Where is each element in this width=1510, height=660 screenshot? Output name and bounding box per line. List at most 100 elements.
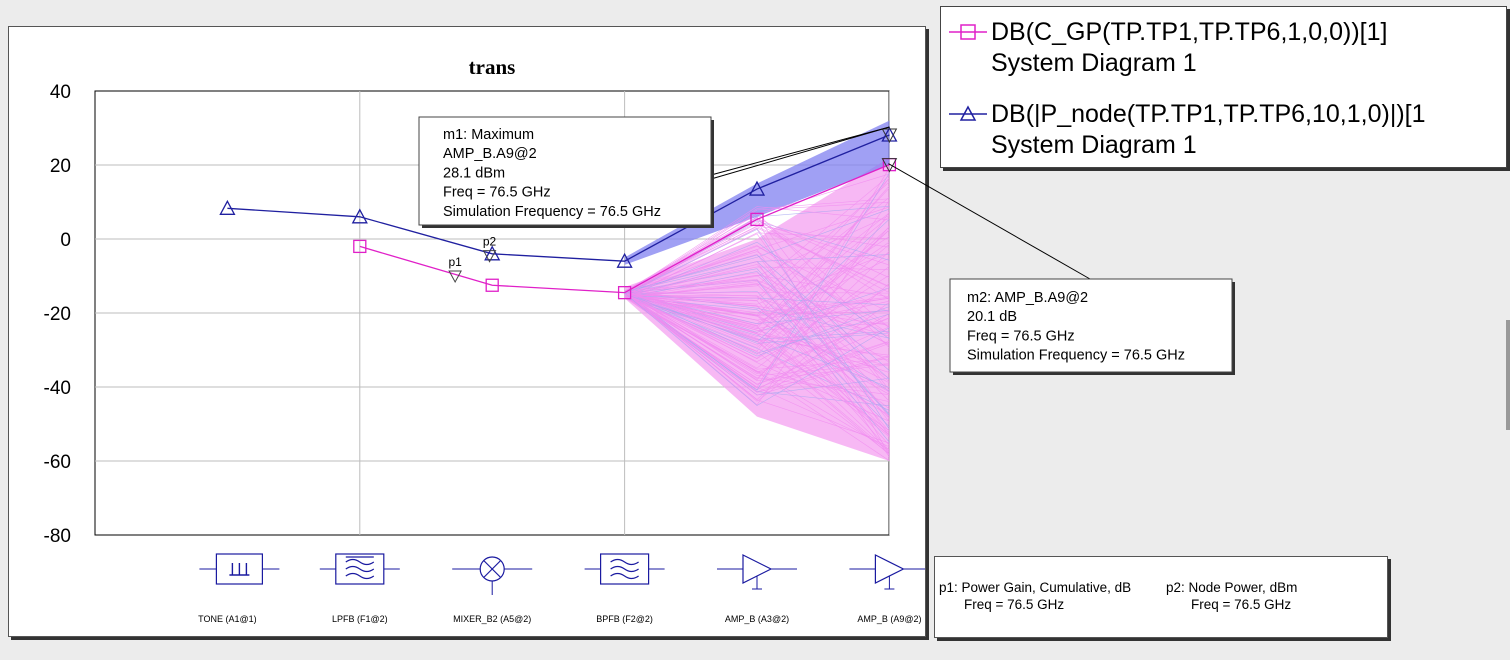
- y-tick-label: -60: [44, 452, 71, 473]
- spread-trace: [624, 218, 890, 343]
- lowpass-filter-icon: [319, 553, 400, 585]
- icon-wave: [345, 572, 375, 580]
- legend-label: DB(|P_node(TP.TP1,TP.TP6,10,1,0)|)[1: [991, 100, 1426, 128]
- spread-trace: [624, 287, 890, 363]
- spread-trace: [624, 215, 890, 299]
- annotation-line: AMP_B.A9@2: [443, 146, 537, 162]
- spread-trace: [624, 295, 890, 453]
- spread-trace: [624, 290, 890, 354]
- y-tick-label: -80: [44, 526, 71, 547]
- spread-trace: [624, 250, 890, 380]
- chart-panel: 40 20 0 -20 -40 -60 -80 trans p1 p2 TONE (A1@1) LPF…: [8, 26, 926, 637]
- marker-note-p1: p1: Power Gain, Cumulative, dB Freq = 76…: [939, 579, 1131, 613]
- data-point-square: [617, 285, 632, 300]
- spread-trace: [624, 292, 890, 406]
- amplifier-icon: [717, 554, 797, 590]
- data-point-triangle: [616, 252, 633, 268]
- spread-trace: [624, 241, 890, 334]
- spread-trace: [624, 181, 890, 299]
- spread-trace: [624, 245, 890, 313]
- spread-trace: [624, 261, 890, 458]
- marker-p1: [448, 270, 462, 284]
- icon-wave: [610, 572, 639, 580]
- marker-label-p1: p1: [448, 255, 462, 269]
- spread-trace: [624, 291, 890, 376]
- spread-trace: [624, 249, 890, 437]
- y-tick-label: -40: [44, 378, 71, 399]
- annotation-shadow: [953, 282, 1235, 375]
- marker-m1-target: [881, 128, 898, 144]
- data-point-square: [750, 212, 764, 227]
- y-tick-label: 20: [50, 156, 71, 177]
- marker-label-p2: p2: [483, 235, 497, 249]
- spread-trace: [624, 223, 890, 295]
- spread-trace: [624, 211, 890, 406]
- marker-note-p2: p2: Node Power, dBm Freq = 76.5 GHz: [1166, 579, 1297, 613]
- spread-trace: [624, 295, 890, 373]
- spread-trace: [624, 294, 890, 416]
- spread-trace: [624, 279, 890, 432]
- series-line: [227, 134, 890, 262]
- tone-source-icon: [199, 553, 280, 585]
- x-tick-label: AMP_B (A9@2): [857, 614, 921, 624]
- spread-trace: [624, 264, 890, 402]
- legend-label: DB(C_GP(TP.TP1,TP.TP6,1,0,0))[1]: [991, 18, 1388, 46]
- icon-wave: [345, 565, 375, 573]
- scrollbar[interactable]: [1506, 320, 1510, 430]
- annotation-line: m1: Maximum: [443, 127, 534, 143]
- spread-trace: [624, 241, 890, 340]
- data-point-square: [353, 239, 367, 254]
- series-line: [359, 164, 890, 294]
- spread-trace: [624, 245, 890, 335]
- spread-trace: [624, 229, 890, 355]
- chart-title: trans: [469, 55, 516, 79]
- x-tick-label: BPFB (F2@2): [596, 614, 653, 624]
- spread-trace: [624, 232, 890, 299]
- spread-trace: [624, 291, 890, 422]
- marker-notes-panel: p1: Power Gain, Cumulative, dB Freq = 76…: [934, 556, 1388, 638]
- data-point-triangle: [351, 208, 368, 224]
- spread-trace: [624, 295, 890, 434]
- spread-trace: [624, 295, 890, 446]
- x-tick-label: MIXER_B2 (A5@2): [453, 614, 531, 624]
- legend-panel: DB(C_GP(TP.TP1,TP.TP6,1,0,0))[1] System …: [940, 6, 1507, 168]
- icon-wave: [610, 565, 639, 573]
- spread-trace: [624, 252, 890, 305]
- marker-p2: [482, 250, 497, 263]
- icon-body: [335, 553, 385, 585]
- data-point-triangle: [219, 199, 236, 215]
- amplifier-icon: [849, 554, 925, 590]
- marker-note-label: p1: Power Gain, Cumulative, dB: [939, 580, 1132, 595]
- annotation-m1: m1: Maximum AMP_B.A9@2 28.1 dBm Freq = 76.5…: [418, 116, 890, 228]
- spread-trace: [624, 279, 890, 334]
- spread-trace: [624, 293, 890, 444]
- annotation-line: Freq = 76.5 GHz: [967, 328, 1075, 344]
- spread-trace: [624, 291, 890, 432]
- x-tick-label: TONE (A1@1): [198, 614, 256, 624]
- legend-swatch-square: [949, 24, 987, 40]
- annotation-line: Freq = 76.5 GHz: [443, 185, 551, 201]
- spread-trace: [624, 281, 890, 363]
- data-point-triangle: [748, 180, 766, 196]
- spread-trace: [624, 291, 890, 344]
- spread-trace: [624, 228, 890, 430]
- spread-trace: [624, 295, 890, 385]
- spread-trace: [624, 291, 890, 294]
- y-tick-label: 0: [60, 230, 71, 251]
- spread-trace: [624, 291, 890, 438]
- data-point-triangle: [484, 245, 501, 261]
- spread-trace: [624, 187, 890, 329]
- spread-trace: [624, 296, 890, 393]
- mixer-icon: [452, 556, 533, 595]
- chart-plot: 40 20 0 -20 -40 -60 -80 trans p1 p2 TONE (A1@1) LPF…: [44, 55, 925, 624]
- bandpass-filter-icon: [584, 553, 665, 585]
- spread-trace: [624, 197, 890, 301]
- icon-cross: [483, 560, 501, 578]
- y-tick-label: -20: [44, 304, 71, 325]
- annotation-m2-overlay: m2: AMP_B.A9@2 20.1 dB Freq = 76.5 GHz Simu…: [888, 163, 1235, 375]
- x-tick-label: LPFB (F1@2): [332, 614, 388, 624]
- spread-trace: [624, 198, 890, 295]
- annotation-line: Simulation Frequency = 76.5 GHz: [443, 204, 661, 220]
- annotation-line: m2: AMP_B.A9@2: [967, 290, 1088, 306]
- leader-line: [710, 126, 890, 180]
